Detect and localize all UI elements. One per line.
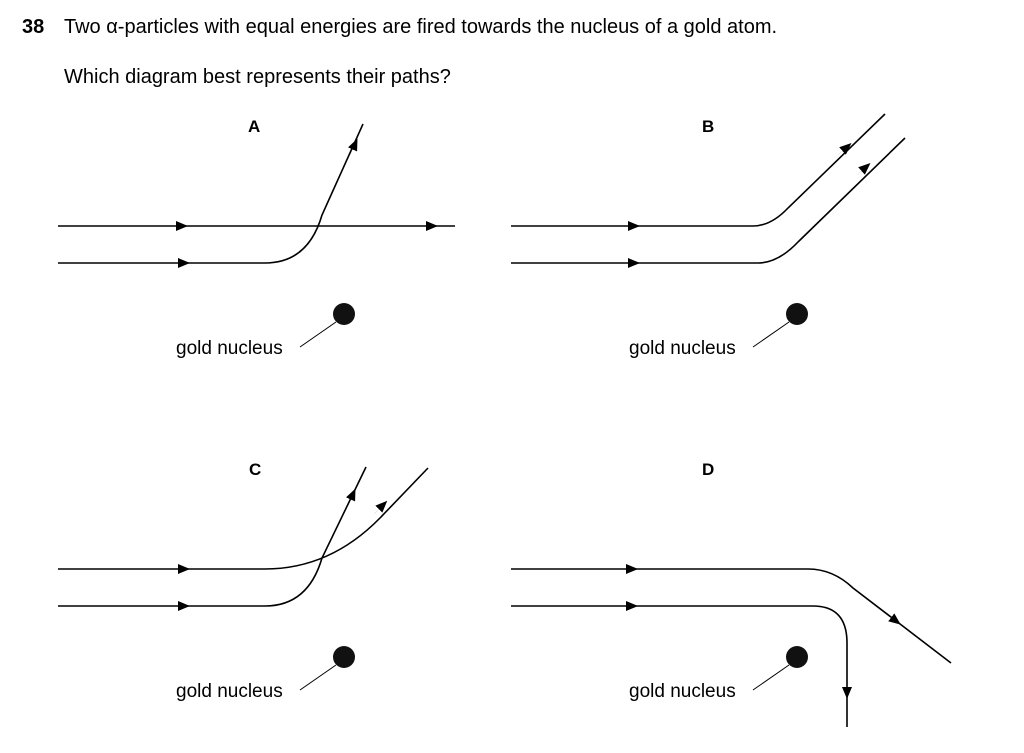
option-d-label: D xyxy=(702,460,715,479)
question-prompt: Which diagram best represents their path… xyxy=(64,66,451,88)
alpha-path-lower xyxy=(58,466,367,607)
alpha-path-upper xyxy=(511,568,952,664)
option-a-paths xyxy=(58,123,455,348)
gold-nucleus-label: gold nucleus xyxy=(629,681,736,702)
option-b-label: B xyxy=(702,117,715,136)
gold-nucleus xyxy=(786,303,808,325)
gold-nucleus-label: gold nucleus xyxy=(176,681,283,702)
option-b-diagram: B gold nucleus xyxy=(503,110,963,370)
alpha-path-upper-arrow-2 xyxy=(373,500,388,515)
alpha-path-upper xyxy=(58,467,429,570)
option-c-label: C xyxy=(249,460,262,479)
option-c-diagram: C gold nucleus xyxy=(50,453,510,713)
option-b-paths xyxy=(511,113,906,348)
alpha-path-upper xyxy=(511,113,886,227)
alpha-path-lower xyxy=(58,123,364,264)
nucleus-leader-line xyxy=(299,321,337,348)
option-c-paths xyxy=(58,466,429,691)
nucleus-leader-line xyxy=(752,321,790,348)
alpha-path-lower-arrow-2 xyxy=(856,163,871,176)
alpha-path-upper-arrow-2 xyxy=(837,143,852,156)
question-number: 38 xyxy=(22,16,45,38)
alpha-path-lower xyxy=(511,605,848,727)
alpha-path-upper-arrow-2 xyxy=(886,613,901,625)
option-a-label: A xyxy=(248,117,261,136)
nucleus-leader-line xyxy=(752,664,790,691)
gold-nucleus-label: gold nucleus xyxy=(176,338,283,359)
gold-nucleus-label: gold nucleus xyxy=(629,338,736,359)
nucleus-leader-line xyxy=(299,664,337,691)
alpha-path-lower xyxy=(511,137,906,264)
question-text: Two α-particles with equal energies are … xyxy=(64,16,778,38)
option-a-diagram: A gold nucleus xyxy=(50,110,510,370)
gold-nucleus xyxy=(333,646,355,668)
option-d-paths xyxy=(511,564,952,727)
gold-nucleus xyxy=(333,303,355,325)
alpha-path-lower-arrow-2 xyxy=(345,488,356,506)
gold-nucleus xyxy=(786,646,808,668)
alpha-path-lower-arrow-2 xyxy=(347,138,358,156)
option-d-diagram: D gold nucleus xyxy=(503,453,963,727)
